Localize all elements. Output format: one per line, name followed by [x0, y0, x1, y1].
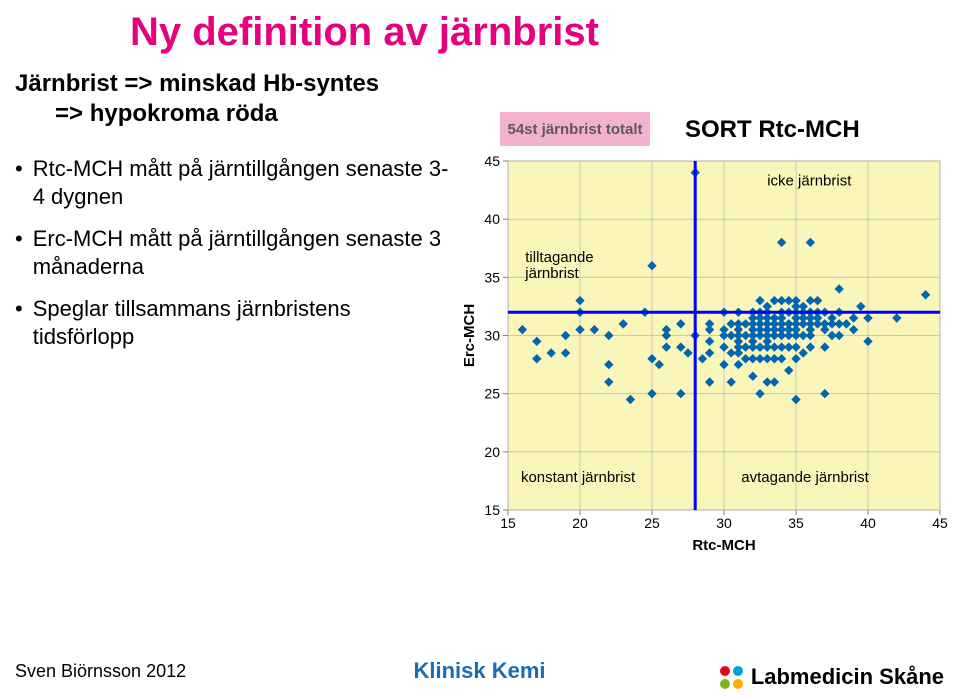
svg-text:40: 40: [484, 211, 500, 227]
svg-text:45: 45: [484, 156, 500, 169]
bullet-item: • Erc-MCH mått på järntillgången senaste…: [15, 225, 455, 281]
bullet-dot-icon: •: [15, 295, 23, 323]
svg-text:Rtc-MCH: Rtc-MCH: [692, 537, 755, 554]
footer: Sven Biörnsson 2012 Klinisk Kemi Labmedi…: [0, 638, 959, 698]
page-title: Ny definition av järnbrist: [130, 10, 599, 55]
footer-brand: Labmedicin Skåne: [720, 664, 944, 690]
svg-text:35: 35: [788, 515, 804, 531]
svg-text:30: 30: [484, 328, 500, 344]
svg-text:avtagande järnbrist: avtagande järnbrist: [741, 469, 869, 486]
svg-text:järnbrist: järnbrist: [524, 265, 579, 282]
chart-container: 54st järnbrist totalt SORT Rtc-MCH 15 20 2…: [460, 112, 950, 560]
bullet-dot-icon: •: [15, 225, 23, 253]
svg-text:icke järnbrist: icke järnbrist: [767, 172, 852, 189]
footer-center: Klinisk Kemi: [413, 658, 545, 684]
svg-text:45: 45: [932, 515, 948, 531]
chart-title: SORT Rtc-MCH: [685, 116, 860, 144]
bullet-dot-icon: •: [15, 155, 23, 183]
svg-text:20: 20: [572, 515, 588, 531]
bullet-item: • Rtc-MCH mått på järntillgången senaste…: [15, 155, 455, 211]
bullet-text: Rtc-MCH mått på järntillgången senaste 3…: [33, 155, 455, 211]
svg-text:konstant järnbrist: konstant järnbrist: [521, 469, 636, 486]
svg-text:15: 15: [500, 515, 516, 531]
bullet-list: • Rtc-MCH mått på järntillgången senaste…: [15, 155, 455, 365]
subtitle-2: => hypokroma röda: [55, 100, 278, 128]
svg-text:Erc-MCH: Erc-MCH: [461, 304, 478, 367]
bullet-text: Speglar tillsammans järnbristens tidsför…: [33, 295, 455, 351]
svg-text:35: 35: [484, 269, 500, 285]
svg-text:30: 30: [716, 515, 732, 531]
brand-name: Labmedicin Skåne: [751, 664, 944, 690]
chart-box-label: 54st järnbrist totalt: [500, 112, 650, 146]
bullet-item: • Speglar tillsammans järnbristens tidsf…: [15, 295, 455, 351]
svg-text:25: 25: [484, 386, 500, 402]
scatter-plot: 15 20 25 30 35 40 45 15 20 25 30 35 40 45 Rtc-MCH Erc-M…: [460, 156, 950, 556]
svg-text:40: 40: [860, 515, 876, 531]
svg-text:25: 25: [644, 515, 660, 531]
subtitle-1: Järnbrist => minskad Hb-syntes: [15, 70, 379, 98]
bullet-text: Erc-MCH mått på järntillgången senaste 3…: [33, 225, 455, 281]
svg-text:15: 15: [484, 502, 500, 518]
svg-text:tilltagande: tilltagande: [525, 249, 593, 266]
footer-author: Sven Biörnsson 2012: [15, 661, 186, 682]
brand-logo-icon: [720, 666, 743, 689]
svg-text:20: 20: [484, 444, 500, 460]
